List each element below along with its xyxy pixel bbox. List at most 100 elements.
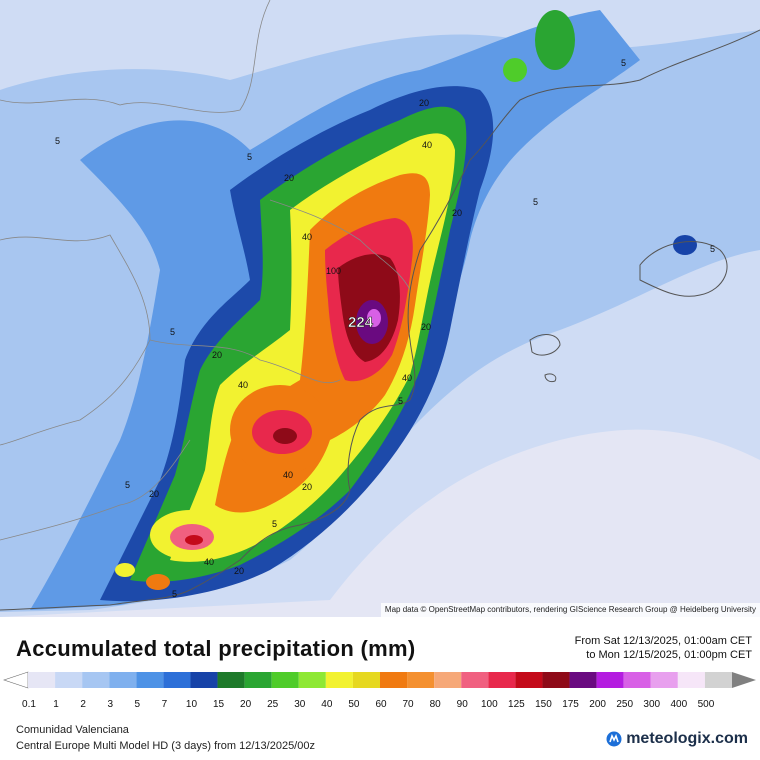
legend-label: 40: [321, 699, 333, 710]
contour-label: 20: [452, 208, 462, 218]
model-name: Central Europe Multi Model HD (3 days) f…: [16, 740, 315, 752]
precipitation-map[interactable]: 5 5 5 5 5 5 5 5 5 5 20 20 20 20 20 20 20…: [0, 0, 760, 617]
legend-swatch: [55, 672, 83, 688]
legend-swatch: [461, 672, 489, 688]
legend-label: 90: [457, 699, 469, 710]
contour-label: 5: [533, 197, 538, 207]
contour-label: 5: [55, 136, 60, 146]
map-attribution[interactable]: Map data © OpenStreetMap contributors, r…: [380, 603, 760, 617]
color-legend: 0.1 1 2 3 5 7 10 15 20 25 30 40 50 60 70 80 90 100 125 150 1…: [0, 670, 760, 716]
contour-label: 20: [149, 489, 159, 499]
legend-label: 15: [213, 699, 225, 710]
cell-north-1: [535, 10, 575, 70]
island-mallorca: [639, 241, 728, 297]
island-formentera: [544, 373, 557, 383]
legend-label: 400: [671, 699, 688, 710]
legend-swatch: [596, 672, 624, 688]
coastline: [0, 29, 760, 611]
contour-label: 5: [125, 480, 130, 490]
border-line-2: [0, 234, 151, 446]
cell-north-2: [503, 58, 527, 82]
legend-swatch: [271, 672, 299, 688]
footer: [0, 617, 760, 760]
cell-south-3: [146, 574, 170, 590]
legend-label: 0.1: [22, 699, 36, 710]
legend-swatch: [488, 672, 516, 688]
period-from: From Sat 12/13/2025, 01:00am CET: [574, 635, 752, 647]
contour-label: 5: [247, 152, 252, 162]
legend-label: 60: [375, 699, 387, 710]
contour-label: 5: [272, 519, 277, 529]
legend-swatch: [542, 672, 570, 688]
cell-islands: [673, 235, 697, 255]
legend-label: 500: [698, 699, 715, 710]
border-line-4: [269, 199, 411, 291]
region-name: Comunidad Valenciana: [16, 724, 129, 736]
legend-label: 125: [508, 699, 525, 710]
legend-svg: 0.1 1 2 3 5 7 10 15 20 25 30 40 50 60 70 80 90 100 125 150 1…: [3, 671, 756, 710]
contour-label: 20: [234, 566, 244, 576]
legend-swatch: [380, 672, 408, 688]
legend-swatch: [623, 672, 651, 688]
legend-swatch: [244, 672, 272, 688]
precip-peak: [367, 309, 381, 327]
contour-label: 40: [302, 232, 312, 242]
legend-swatch: [217, 672, 245, 688]
border-line-1: [0, 0, 271, 113]
legend-label: 7: [162, 699, 168, 710]
legend-swatch: [407, 672, 435, 688]
legend-swatch: [109, 672, 137, 688]
contour-label: 5: [170, 327, 175, 337]
contour-label: 5: [710, 244, 715, 254]
legend-swatch: [136, 672, 164, 688]
legend-label: 70: [403, 699, 415, 710]
contour-label: 100: [326, 266, 341, 276]
contour-label: 40: [238, 380, 248, 390]
legend-label: 80: [430, 699, 442, 710]
legend-label: 300: [643, 699, 660, 710]
map-title: Accumulated total precipitation (mm): [16, 636, 416, 661]
contour-label: 40: [283, 470, 293, 480]
legend-label: 150: [535, 699, 552, 710]
legend-label: 25: [267, 699, 279, 710]
brand[interactable]: meteologix.com: [606, 730, 748, 748]
legend-swatch: [190, 672, 218, 688]
legend-label: 250: [616, 699, 633, 710]
legend-swatch: [704, 672, 732, 688]
legend-label: 10: [186, 699, 198, 710]
legend-label: 3: [107, 699, 113, 710]
contour-label: 5: [621, 58, 626, 68]
legend-label: 100: [481, 699, 498, 710]
contour-label: 40: [422, 140, 432, 150]
legend-swatch: [28, 672, 56, 688]
legend-label: 20: [240, 699, 252, 710]
contour-label: 5: [172, 589, 177, 599]
legend-swatch: [434, 672, 462, 688]
contour-label: 5: [398, 396, 403, 406]
legend-label: 50: [348, 699, 360, 710]
legend-arrow-low: [3, 671, 29, 689]
border-line-3: [149, 339, 341, 384]
legend-swatch: [82, 672, 110, 688]
island-ibiza: [529, 334, 561, 356]
legend-swatch: [325, 672, 353, 688]
map-svg: 5 5 5 5 5 5 5 5 5 5 20 20 20 20 20 20 20…: [0, 0, 760, 617]
contour-label: 20: [421, 322, 431, 332]
legend-label: 200: [589, 699, 606, 710]
brand-name: meteologix.com: [626, 730, 748, 747]
period-to: to Mon 12/15/2025, 01:00pm CET: [586, 649, 752, 661]
contour-label: 20: [419, 98, 429, 108]
legend-swatch: [352, 672, 380, 688]
cell-south-1-peak: [273, 428, 297, 444]
contour-label: 20: [284, 173, 294, 183]
legend-label: 5: [135, 699, 141, 710]
legend-label: 30: [294, 699, 306, 710]
legend-swatch: [677, 672, 705, 688]
cell-south-4: [115, 563, 135, 577]
peak-value-label: 224: [348, 314, 374, 331]
contour-label: 20: [212, 350, 222, 360]
cell-south-2-peak: [185, 535, 203, 545]
meteologix-logo-icon: [606, 731, 622, 747]
legend-label: 175: [562, 699, 579, 710]
legend-label: 1: [53, 699, 59, 710]
